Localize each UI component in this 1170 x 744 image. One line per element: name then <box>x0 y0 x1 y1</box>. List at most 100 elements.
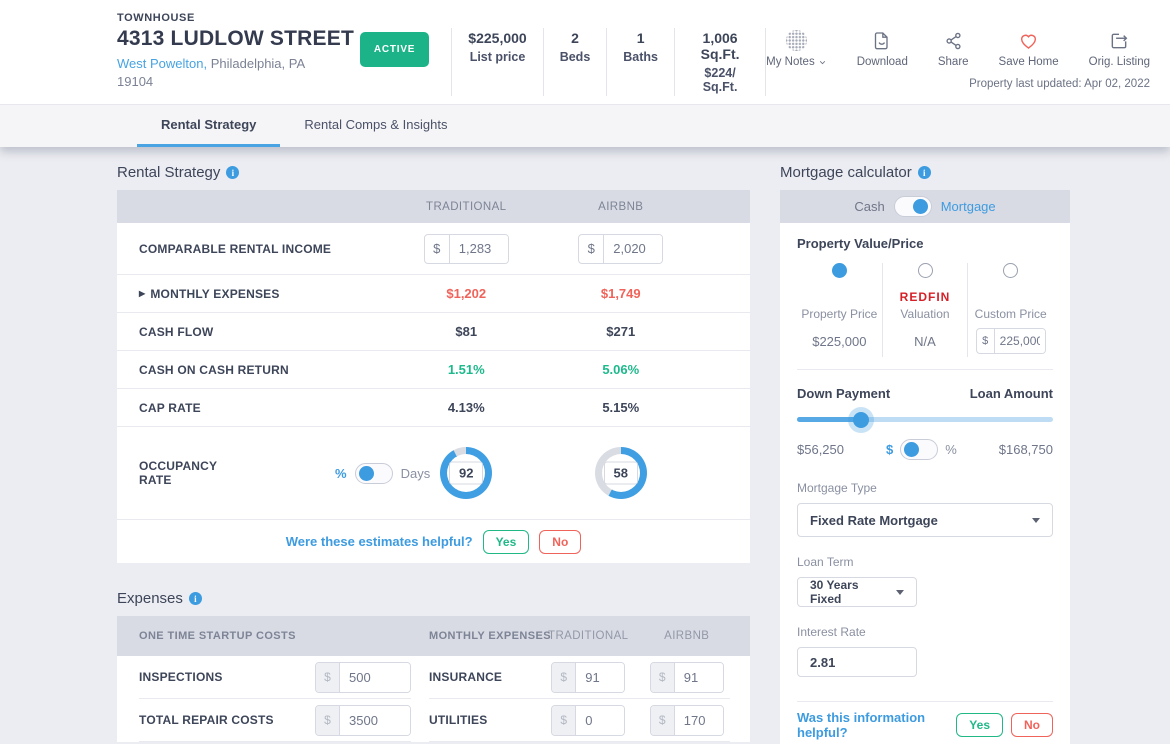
utilities-traditional-input[interactable] <box>576 705 625 735</box>
monthly-col-traditional: TRADITIONAL <box>548 630 629 642</box>
insurance-airbnb-wrap: $ <box>649 661 724 693</box>
chevron-down-icon <box>819 60 825 64</box>
info-icon[interactable]: i <box>188 592 202 605</box>
interest-rate-input[interactable] <box>798 654 916 670</box>
cash-option[interactable]: Cash <box>854 199 885 214</box>
neighborhood-link[interactable]: West Powelton, <box>117 56 208 71</box>
info-icon[interactable]: i <box>917 166 931 179</box>
interest-rate-label: Interest Rate <box>797 625 866 639</box>
monthly-expenses-group: INSURANCE $ $ UTILITIES <box>429 656 750 742</box>
loan-term-select[interactable]: 30 Years Fixed <box>797 577 917 607</box>
cash-mortgage-toggle[interactable] <box>893 196 932 217</box>
income-label: COMPARABLE RENTAL INCOME <box>139 241 332 256</box>
stat-sqft: 1,006 Sq.Ft. $224/ Sq.Ft. <box>674 28 767 96</box>
monthly-expenses-label: MONTHLY EXPENSES <box>150 286 280 301</box>
stat-baths: 1 Baths <box>606 28 674 96</box>
expenses-table-header: ONE TIME STARTUP COSTS MONTHLY EXPENSES … <box>117 616 750 656</box>
rental-strategy-title: Rental Strategy i <box>117 164 750 181</box>
dollar-percent-toggle[interactable] <box>900 439 939 460</box>
repair-costs-input-wrap: $ <box>315 704 411 736</box>
occupancy-unit-toggle[interactable] <box>354 462 393 484</box>
tab-bar: Rental Strategy Rental Comps & Insights <box>0 105 1170 147</box>
insurance-airbnb-input[interactable] <box>674 662 723 692</box>
occupancy-airbnb-value[interactable]: 58 <box>603 461 638 485</box>
property-actions: My Notes Download Share <box>766 30 1150 68</box>
income-airbnb-input[interactable] <box>604 234 663 263</box>
property-price-radio[interactable] <box>831 263 847 278</box>
loan-term-block: Loan Term 30 Years Fixed <box>797 555 1053 607</box>
cap-rate-label: CAP RATE <box>139 400 201 415</box>
property-price-label: Property Price <box>801 307 878 321</box>
mortgage-calculator-body: Property Value/Price Property Price $225… <box>780 223 1070 744</box>
occupancy-traditional-value[interactable]: 92 <box>449 461 484 485</box>
download-button[interactable]: Download <box>857 30 908 68</box>
dollar-prefix: $ <box>977 329 995 353</box>
inspections-input-wrap: $ <box>315 661 411 693</box>
mortgage-type-block: Mortgage Type Fixed Rate Mortgage <box>797 481 1053 537</box>
cash-flow-airbnb: $271 <box>606 324 636 339</box>
expand-arrow-icon[interactable]: ▶ <box>139 289 146 298</box>
utilities-airbnb-wrap: $ <box>649 704 724 736</box>
property-value-options: Property Price $225,000 REDFIN Valuation… <box>797 263 1053 357</box>
mortgage-calculator-title: Mortgage calculator i <box>780 164 1070 181</box>
cap-rate-traditional: 4.13% <box>447 400 485 415</box>
sqft-value: 1,006 Sq.Ft. <box>700 30 740 62</box>
inspections-input[interactable] <box>340 662 410 692</box>
percent-option[interactable]: % <box>335 465 347 481</box>
custom-price-input[interactable] <box>994 329 1045 353</box>
my-notes-label: My Notes <box>766 56 827 68</box>
slider-knob[interactable] <box>853 411 869 428</box>
estimates-feedback-question: Were these estimates helpful? <box>285 534 473 549</box>
row-cash-flow: CASH FLOW $81 $271 <box>117 313 750 351</box>
down-payment-amounts: $56,250 $ % $168,750 <box>797 439 1053 460</box>
option-property-price: Property Price $225,000 <box>797 263 882 357</box>
mortgage-feedback-question: Was this information helpful? <box>797 709 926 740</box>
redfin-valuation-radio[interactable] <box>917 263 933 278</box>
occupancy-toggle-group: % Days <box>335 462 431 484</box>
estimates-yes-button[interactable]: Yes <box>482 529 530 554</box>
down-payment-labels: Down Payment Loan Amount <box>797 386 1053 401</box>
loan-amount-label: Loan Amount <box>969 386 1053 401</box>
custom-price-radio[interactable] <box>1003 263 1019 278</box>
save-home-button[interactable]: Save Home <box>999 31 1059 68</box>
row-comparable-rental-income: COMPARABLE RENTAL INCOME $ $ <box>117 223 750 275</box>
orig-listing-button[interactable]: Orig. Listing <box>1089 31 1150 68</box>
income-traditional-input[interactable] <box>449 234 508 263</box>
mortgage-calculator-title-text: Mortgage calculator <box>780 164 912 181</box>
caret-down-icon <box>1032 517 1040 523</box>
dollar-prefix: $ <box>579 234 605 263</box>
repair-costs-input[interactable] <box>340 705 410 735</box>
startup-costs-group: INSPECTIONS $ TOTAL REPAIR COSTS $ <box>117 656 429 742</box>
down-payment-slider[interactable] <box>797 411 1053 428</box>
my-notes-button[interactable]: My Notes <box>766 30 827 68</box>
last-updated-text: Property last updated: Apr 02, 2022 <box>969 78 1150 90</box>
row-monthly-expenses[interactable]: ▶ MONTHLY EXPENSES $1,202 $1,749 <box>117 275 750 313</box>
utilities-airbnb-input[interactable] <box>674 705 723 735</box>
share-button[interactable]: Share <box>938 31 969 68</box>
tab-rental-comps-insights[interactable]: Rental Comps & Insights <box>304 117 448 132</box>
rental-strategy-table-header: TRADITIONAL AIRBNB <box>117 190 750 223</box>
toggle-knob <box>912 199 928 214</box>
heart-icon <box>1021 34 1037 49</box>
days-option[interactable]: Days <box>400 465 431 481</box>
status-badge: ACTIVE <box>359 32 430 67</box>
dollar-option[interactable]: $ <box>885 442 894 457</box>
percent-option[interactable]: % <box>945 442 957 457</box>
stat-beds: 2 Beds <box>542 28 607 96</box>
monthly-expenses-traditional: $1,202 <box>446 286 487 301</box>
estimates-no-button[interactable]: No <box>539 529 582 554</box>
dollar-prefix: $ <box>425 234 450 263</box>
mortgage-option[interactable]: Mortgage <box>940 199 996 214</box>
utilities-traditional-wrap: $ <box>551 704 626 736</box>
mortgage-no-button[interactable]: No <box>1011 712 1053 737</box>
tab-rental-strategy[interactable]: Rental Strategy <box>137 105 281 147</box>
monthly-col-airbnb: AIRBNB <box>664 630 710 642</box>
list-price-label: List price <box>469 50 526 64</box>
mortgage-yes-button[interactable]: Yes <box>956 712 1003 737</box>
info-icon[interactable]: i <box>226 166 240 179</box>
custom-price-input-wrap: $ <box>975 328 1046 354</box>
property-zip: 19104 <box>117 74 154 89</box>
mortgage-type-select[interactable]: Fixed Rate Mortgage <box>797 503 1053 537</box>
insurance-traditional-input[interactable] <box>576 662 625 692</box>
